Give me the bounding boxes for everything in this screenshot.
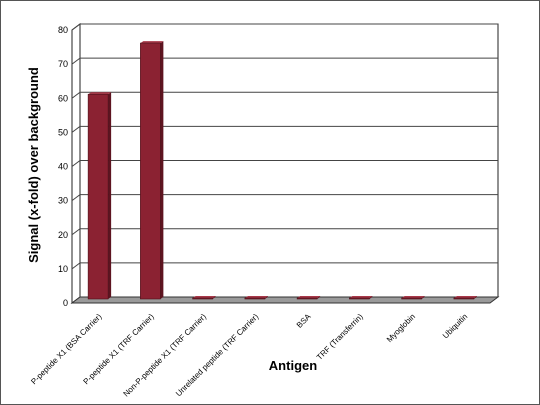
bar-side: [212, 295, 216, 299]
y-tick-label: 10: [58, 264, 68, 274]
bar: [349, 295, 373, 300]
bar-top: [140, 41, 164, 44]
bar-side: [160, 41, 164, 299]
bar-side: [317, 295, 321, 299]
gridline-side: [71, 160, 81, 167]
bar-top: [349, 295, 373, 298]
bar-front: [296, 297, 318, 300]
bar-front: [349, 297, 370, 300]
bar-top: [244, 295, 268, 298]
chart-walls: [70, 23, 500, 304]
bar: [140, 41, 164, 300]
x-category-label: Unrelated peptide (TRF Carrier): [174, 312, 260, 398]
y-axis-ticks: 0 10 20 30 40 50 60 70 80: [58, 25, 68, 308]
gridline-side: [71, 194, 81, 202]
y-tick-label: 30: [58, 196, 68, 206]
bar-top: [88, 92, 112, 95]
bar-side: [473, 295, 477, 299]
x-category-label: TRF (Transferrin): [315, 312, 365, 362]
bar-top: [401, 295, 425, 298]
x-category-label: Non-P-peptide X1 (TRF Carrier): [122, 312, 209, 399]
x-category-label: Myoglobin: [385, 312, 417, 344]
y-tick-label: 0: [63, 298, 68, 308]
y-axis-title: Signal (x-fold) over background: [26, 67, 41, 263]
bar-top: [192, 295, 216, 298]
bar-top: [453, 295, 477, 298]
bar: [296, 295, 321, 300]
x-axis-categories: P-peptide X1 (BSA Carrier)P-peptide X1 (…: [29, 312, 469, 399]
bar-front: [453, 297, 475, 300]
bar-top: [297, 295, 321, 298]
x-category-label: BSA: [295, 312, 313, 330]
gridline-side: [71, 125, 81, 133]
gridline-side: [71, 57, 81, 65]
bar-front: [87, 93, 109, 300]
bar: [244, 295, 268, 300]
bar-side: [108, 92, 112, 299]
gridline-side: [71, 91, 81, 99]
y-tick-label: 40: [58, 162, 68, 172]
gridline-side: [71, 262, 81, 270]
y-tick-label: 70: [58, 59, 68, 69]
y-tick-label: 80: [58, 25, 68, 35]
x-axis-title: Antigen: [269, 358, 317, 373]
y-tick-label: 50: [58, 127, 68, 137]
bar-front: [401, 297, 422, 300]
bar-side: [421, 295, 425, 299]
bar-side: [369, 295, 373, 299]
bar: [401, 295, 425, 300]
bar-front: [244, 297, 266, 300]
bar-front: [192, 297, 213, 300]
bar: [87, 92, 112, 300]
gridline-side: [71, 228, 81, 236]
y-tick-label: 20: [58, 230, 68, 240]
gridline-side: [71, 23, 81, 31]
bar-front: [140, 42, 161, 300]
bar-side: [264, 295, 268, 299]
x-category-label: Ubiquitin: [441, 312, 469, 340]
y-tick-label: 60: [58, 93, 68, 103]
bars: [87, 41, 477, 300]
bar: [453, 295, 477, 300]
bar: [192, 295, 216, 300]
floor: [70, 296, 500, 304]
